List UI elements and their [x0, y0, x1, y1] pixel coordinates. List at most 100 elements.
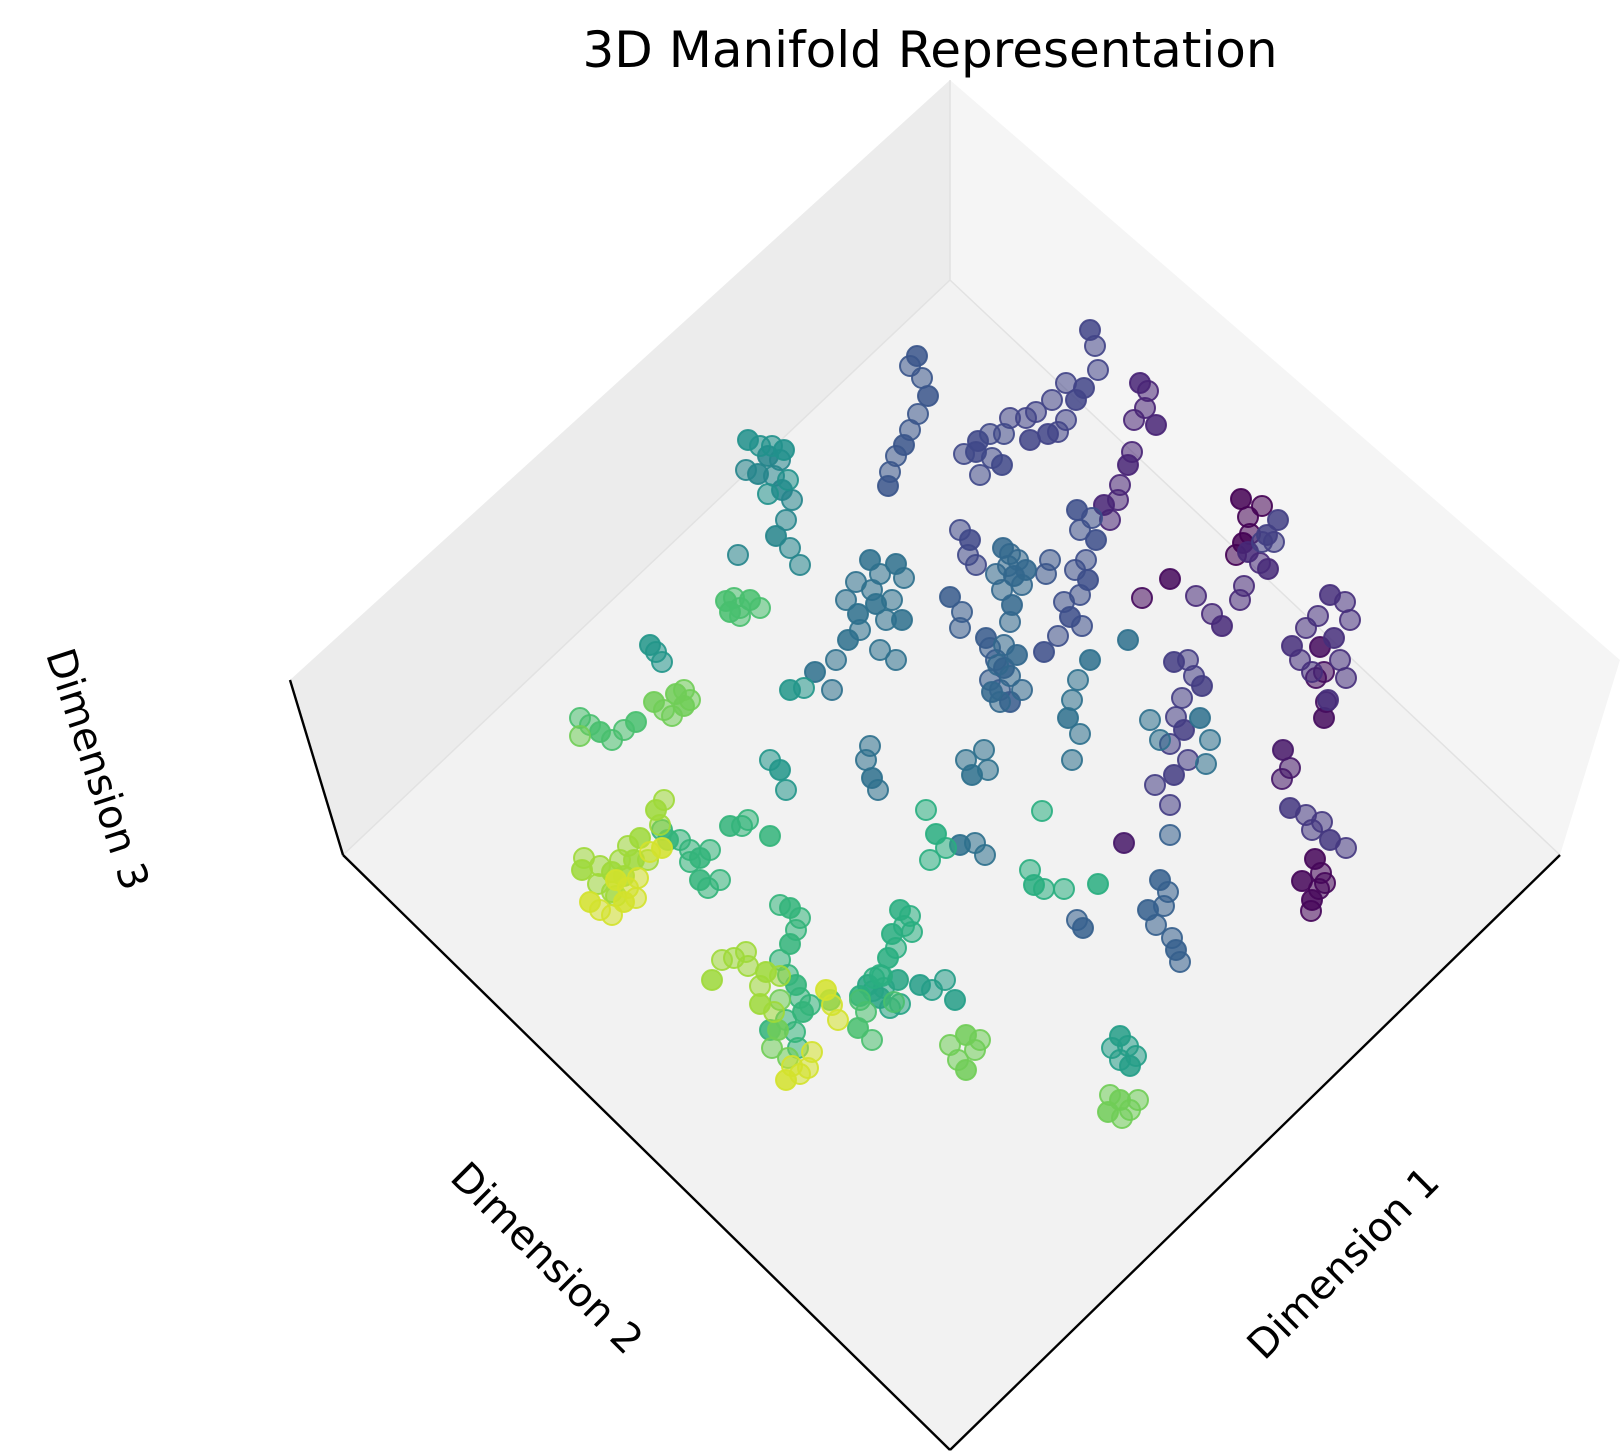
scatter-point [1185, 585, 1207, 607]
scatter-point [1195, 753, 1217, 775]
scatter-point [955, 1059, 977, 1081]
scatter-point [901, 921, 923, 943]
scatter-point [939, 586, 961, 608]
scatter-point [1061, 689, 1083, 711]
scatter-point [769, 759, 791, 781]
scatter-point [1057, 707, 1079, 729]
scatter-point [835, 589, 857, 611]
scatter-point [1011, 679, 1033, 701]
scatter-point [953, 443, 975, 465]
scatter-point [847, 603, 869, 625]
scatter-point [649, 814, 671, 836]
scatter-point [1131, 587, 1153, 609]
scatter-point [1149, 729, 1171, 751]
scatter-point [1144, 774, 1166, 796]
scatter-point [1159, 568, 1181, 590]
scatter-point [1072, 917, 1094, 939]
axis-label-dimension-2: Dimension 2 [441, 1154, 651, 1364]
scatter-point [1145, 914, 1167, 936]
scatter-point [1069, 519, 1091, 541]
scatter-point [735, 459, 757, 481]
scatter-point [944, 989, 966, 1011]
axis-line-dimension-2 [342, 854, 951, 1451]
scatter-point [1271, 768, 1293, 790]
scatter-point [801, 1041, 823, 1063]
scatter-point [991, 579, 1013, 601]
scatter-point [1071, 615, 1093, 637]
scatter-point [827, 1009, 849, 1031]
scatter-point [767, 1019, 789, 1041]
scatter-point [1085, 529, 1107, 551]
scatter-point [885, 649, 907, 671]
scatter-point [999, 611, 1021, 633]
scatter-point [1307, 605, 1329, 627]
scatter-point [1281, 635, 1303, 657]
scatter-point [605, 869, 627, 891]
scatter-point [1159, 794, 1181, 816]
scatter-point [861, 1029, 883, 1051]
scatter-point [1099, 509, 1121, 531]
scatter-point [1123, 409, 1145, 431]
scatter-point [765, 525, 787, 547]
scatter-point [1127, 1089, 1149, 1111]
scatter-point [919, 849, 941, 871]
scatter-point [964, 832, 986, 854]
scatter-point [719, 601, 741, 623]
scatter-point [881, 589, 903, 611]
scatter-point [804, 661, 826, 683]
scatter-point [779, 933, 801, 955]
scatter-point [781, 489, 803, 511]
scatter-point [1301, 819, 1323, 841]
scatter-point [1171, 687, 1193, 709]
scatter-point [777, 469, 799, 491]
pane-edge-floor-left [342, 279, 951, 856]
scatter-point [699, 839, 721, 861]
scatter-point [883, 991, 905, 1013]
scatter-point [759, 825, 781, 847]
scatter-point [915, 799, 937, 821]
scatter-point [627, 867, 649, 889]
scatter-point [1257, 558, 1279, 580]
scatter-point [1334, 591, 1356, 613]
scatter-point [867, 779, 889, 801]
scatter-point [1031, 800, 1053, 822]
scatter-point [737, 955, 759, 977]
scatter-points [569, 319, 1361, 1129]
scatter-point [779, 537, 801, 559]
scatter-point [651, 837, 673, 859]
scatter-point [1335, 837, 1357, 859]
scatter-point [825, 649, 847, 671]
chart-title: 3D Manifold Representation [582, 21, 1277, 79]
scatter-point [761, 1037, 783, 1059]
scatter-point [1006, 644, 1028, 666]
scatter-point [773, 439, 795, 461]
scatter-point [1173, 719, 1195, 741]
scatter-point [571, 859, 593, 881]
scatter-point [709, 869, 731, 891]
scatter-point [757, 483, 779, 505]
scatter-point [837, 629, 859, 651]
scatter-point [793, 677, 815, 699]
scatter-point [1061, 749, 1083, 771]
scatter-point [934, 969, 956, 991]
scatter-point [1035, 563, 1057, 585]
scatter-point [1055, 372, 1077, 394]
scatter-point [569, 725, 591, 747]
scatter-point [1335, 667, 1357, 689]
scatter-point [955, 1024, 977, 1046]
scatter-point [1329, 649, 1351, 671]
scatter-point [1163, 764, 1185, 786]
axis-label-dimension-3: Dimension 3 [36, 643, 157, 896]
scatter-point [1189, 707, 1211, 729]
scatter-point [877, 475, 899, 497]
scatter-point [1317, 689, 1339, 711]
scatter-point [917, 385, 939, 407]
pane-wall-right [950, 80, 1620, 855]
scatter-point [1267, 509, 1289, 531]
scatter-point [1159, 824, 1181, 846]
scatter-point [891, 609, 913, 631]
scatter-point [1139, 709, 1161, 731]
scatter-point [1079, 649, 1101, 671]
scatter-point [1011, 574, 1033, 596]
